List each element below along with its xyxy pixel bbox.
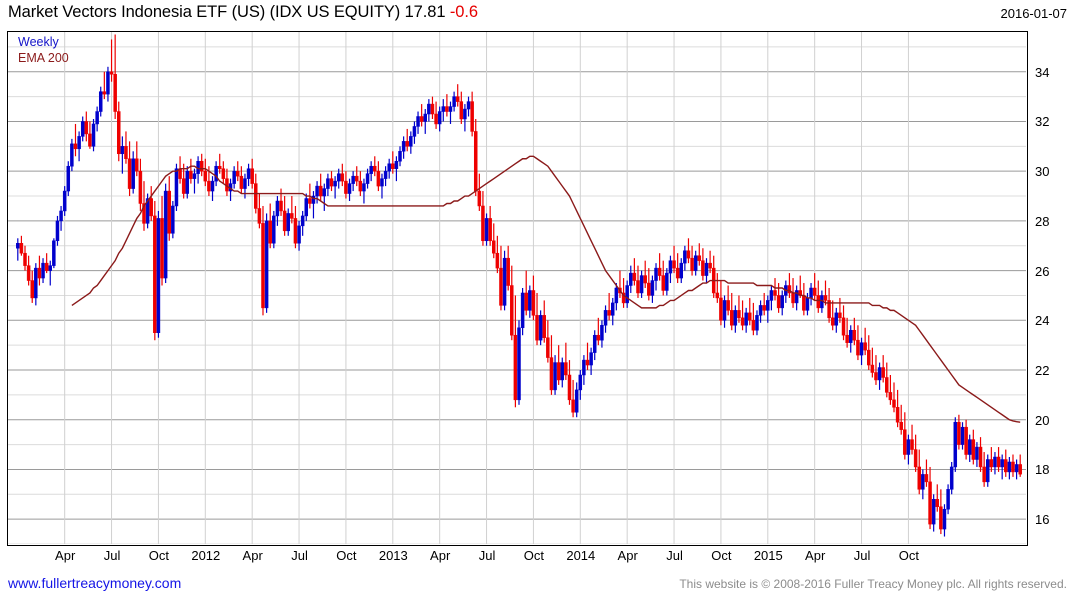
y-axis-tick-label: 22 [1035,363,1050,379]
legend-frequency: Weekly [18,35,59,49]
chart-header: Market Vectors Indonesia ETF (US) (IDX U… [0,0,1075,28]
page-title: Market Vectors Indonesia ETF (US) (IDX U… [8,3,478,22]
y-axis-tick-label: 28 [1035,213,1050,229]
y-axis-tick-label: 24 [1035,313,1050,329]
price-change: -0.6 [449,3,478,21]
chart-plot-area[interactable]: Weekly EMA 200 [7,31,1028,546]
chart-footer: www.fullertreacymoney.com This website i… [0,572,1075,600]
y-axis-tick-label: 18 [1035,462,1050,478]
plot-frame: Weekly EMA 200 [7,31,1028,546]
as-of-date: 2016-01-07 [1000,6,1068,21]
y-axis-tick-label: 32 [1035,114,1050,130]
x-axis-tick-label: Oct [148,548,170,563]
y-axis-tick-label: 26 [1035,263,1050,279]
y-axis-labels: 16 18 20 22 24 26 28 30 32 34 [1030,31,1075,546]
x-axis-tick-label: Apr [55,548,76,563]
x-axis-tick-label: Oct [336,548,357,563]
x-axis-labels: Apr Jul Oct 2012 Apr Jul Oct 2013 Apr Jul Oct 2014 A… [0,548,1075,570]
y-axis-tick-label: 20 [1035,412,1050,428]
instrument-title: Market Vectors Indonesia ETF (US) (IDX U… [8,3,446,21]
copyright-text: This website is © 2008-2016 Fuller Treac… [679,577,1067,591]
site-url[interactable]: www.fullertreacymoney.com [8,575,182,591]
x-axis-tick-label: Apr [805,548,826,563]
x-axis-tick-label: Jul [103,548,121,563]
y-axis-tick-label: 34 [1035,64,1050,80]
x-axis-tick-label: Apr [617,548,638,563]
x-axis-tick-label: Jul [853,548,871,563]
x-axis-tick-label: 2013 [378,548,408,563]
y-axis-tick-label: 16 [1035,512,1050,528]
x-axis-tick-label: Jul [291,548,308,563]
x-axis-tick-label: Oct [898,548,920,563]
x-axis-tick-label: Apr [242,548,263,563]
price-candlestick-chart [8,32,1026,544]
y-axis-tick-label: 30 [1035,164,1050,180]
x-axis-tick-label: 2015 [753,548,783,563]
legend-ema-200: EMA 200 [18,51,69,65]
x-axis-tick-label: Oct [523,548,545,563]
x-axis-tick-label: Apr [430,548,451,563]
x-axis-tick-label: 2014 [566,548,596,563]
x-axis-tick-label: Oct [711,548,732,563]
x-axis-tick-label: 2012 [191,548,221,563]
x-axis-tick-label: Jul [666,548,683,563]
x-axis-tick-label: Jul [478,548,496,563]
